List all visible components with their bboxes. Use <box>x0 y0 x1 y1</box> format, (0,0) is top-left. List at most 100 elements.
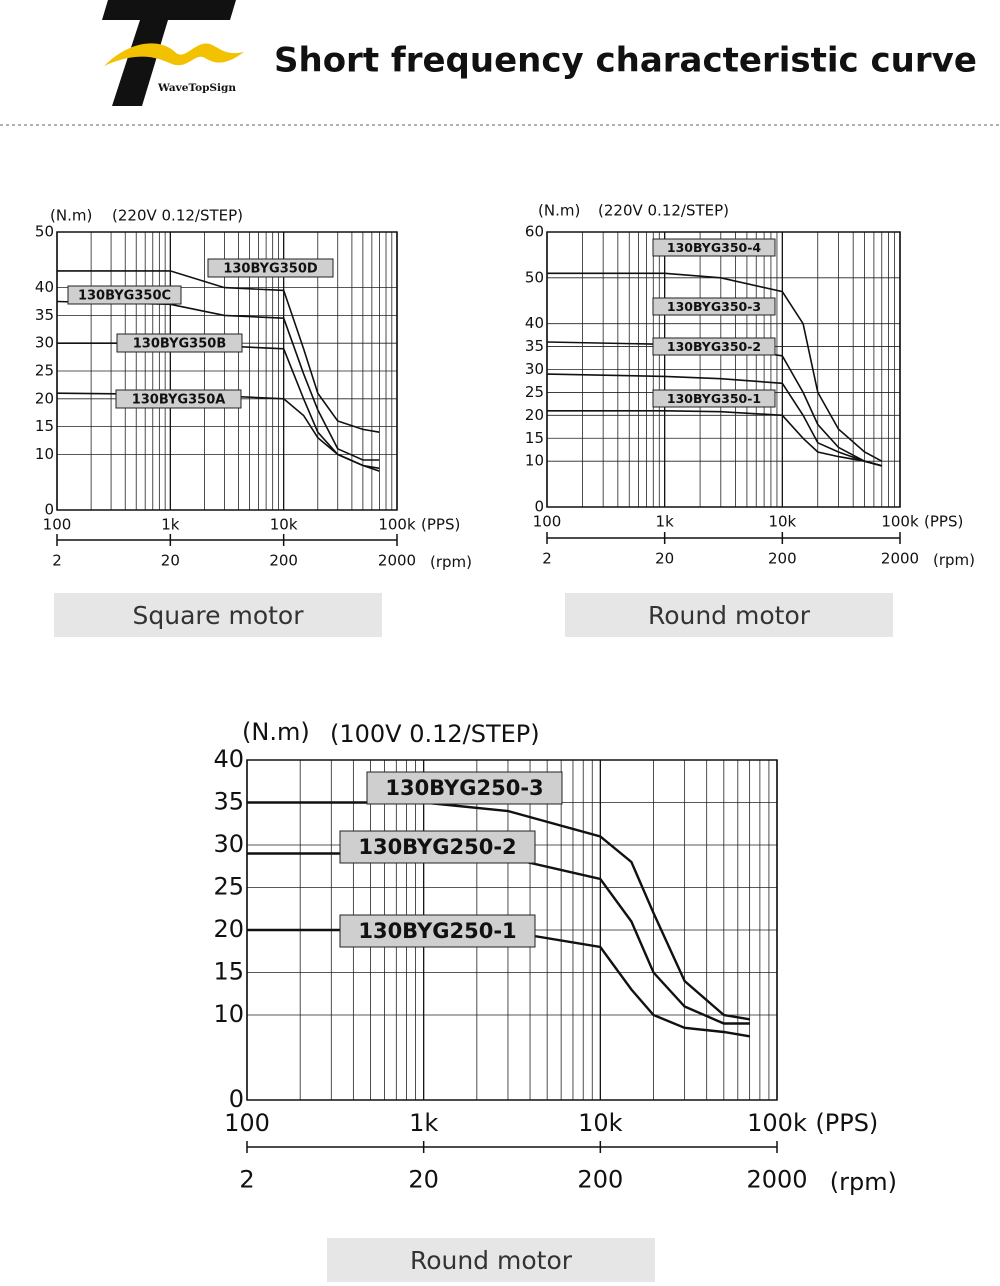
x-tick-label: 100k <box>378 516 416 534</box>
series-label-box <box>67 285 182 305</box>
x-tick-label: 10k <box>270 516 298 534</box>
chart-subtitle: (100V 0.12/STEP) <box>330 720 540 748</box>
x-axis-label: (PPS) <box>815 1109 878 1137</box>
x2-tick-label: 20 <box>655 550 674 568</box>
y-tick-label: 25 <box>35 362 54 380</box>
series-label-box <box>339 830 536 864</box>
y-tick-label: 30 <box>35 334 54 352</box>
x-axis-label: (PPS) <box>421 516 460 534</box>
series-label-box <box>366 771 563 805</box>
y-tick-label: 0 <box>534 498 544 516</box>
logo-text: WaveTopSign <box>157 82 236 94</box>
y-tick-label: 15 <box>35 417 54 435</box>
y-tick-label: 15 <box>213 958 244 986</box>
series-label: 130BYG350-3 <box>667 299 761 314</box>
y-axis-label: (N.m) <box>242 718 310 746</box>
series-label: 130BYG350-4 <box>667 240 762 255</box>
y-tick-label: 10 <box>525 452 544 470</box>
series-label: 130BYG350-1 <box>667 391 761 406</box>
x-tick-label: 100k <box>881 513 919 531</box>
series-label-box <box>116 333 243 353</box>
plot-frame <box>56 231 398 511</box>
y-axis-label: (N.m) <box>50 207 92 225</box>
x-tick-label: 100k <box>747 1109 807 1137</box>
x2-tick-label: 200 <box>577 1166 623 1194</box>
series-label-box <box>652 297 776 316</box>
y-tick-label: 25 <box>213 873 244 901</box>
y-tick-label: 20 <box>525 406 544 424</box>
x-tick-label: 1k <box>161 516 180 534</box>
series-label-box <box>652 389 776 408</box>
x-tick-label: 10k <box>578 1109 623 1137</box>
x-tick-label: 10k <box>768 513 796 531</box>
series-line <box>57 270 380 433</box>
y-tick-label: 40 <box>35 278 54 296</box>
series-label: 130BYG250-3 <box>385 776 543 800</box>
caption-box <box>565 593 893 637</box>
y-tick-label: 50 <box>35 223 54 241</box>
x2-tick-label: 2000 <box>746 1166 807 1194</box>
x-tick-label: 100 <box>43 516 72 534</box>
chart-subtitle: (220V 0.12/STEP) <box>112 207 243 225</box>
y-tick-label: 40 <box>213 745 244 773</box>
series-label-box <box>652 238 776 257</box>
y-tick-label: 10 <box>213 1000 244 1028</box>
logo-mark <box>102 0 236 106</box>
x2-tick-label: 2 <box>542 550 552 568</box>
y-tick-label: 35 <box>525 337 544 355</box>
x2-axis-label: (rpm) <box>933 551 975 569</box>
caption: Round motor <box>410 1246 573 1275</box>
x-tick-label: 100 <box>224 1109 270 1137</box>
series-line <box>546 373 883 467</box>
chart: (N.m) (220V 0.12/STEP) 0 10 15 20 25 30 35 40 50 10… <box>35 207 472 637</box>
y-axis-label: (N.m) <box>538 202 580 220</box>
caption: Square motor <box>133 601 305 630</box>
y-tick-label: 35 <box>213 788 244 816</box>
x-tick-label: 1k <box>656 513 675 531</box>
series-label: 130BYG250-1 <box>358 919 516 943</box>
series-label: 130BYG250-2 <box>358 835 516 859</box>
x2-tick-label: 200 <box>768 550 797 568</box>
y-tick-label: 50 <box>525 268 544 286</box>
y-tick-label: 20 <box>35 389 54 407</box>
caption-box <box>327 1238 655 1282</box>
y-tick-label: 30 <box>525 360 544 378</box>
plot-frame <box>546 231 901 508</box>
caption: Round motor <box>648 601 811 630</box>
chart: (N.m) (220V 0.12/STEP) 0 10 15 20 25 30 35 40 50 60… <box>525 202 975 637</box>
x2-tick-label: 2 <box>239 1166 254 1194</box>
series-line <box>547 410 883 467</box>
x2-axis-label: (rpm) <box>830 1168 897 1196</box>
series-label: 130BYG350B <box>133 337 226 352</box>
y-tick-label: 60 <box>525 223 544 241</box>
y-tick-label: 20 <box>213 915 244 943</box>
series-label: 130BYG350D <box>223 262 318 277</box>
series-label-box <box>207 258 334 278</box>
y-tick-label: 30 <box>213 830 244 858</box>
logo: WaveTopSign <box>102 0 244 106</box>
x-axis-label: (PPS) <box>924 513 963 531</box>
series-label-box <box>115 389 242 409</box>
y-tick-label: 35 <box>35 306 54 324</box>
series-label: 130BYG350C <box>78 289 171 304</box>
page-title: Short frequency characteristic curve <box>274 41 977 81</box>
x-tick-label: 100 <box>533 513 562 531</box>
series-label: 130BYG350A <box>132 393 226 408</box>
chart: (N.m) (100V 0.12/STEP) 0 10 15 20 25 30 35 40 100 1… <box>213 718 897 1282</box>
chart-subtitle: (220V 0.12/STEP) <box>598 202 729 220</box>
x2-tick-label: 2000 <box>881 550 919 568</box>
y-tick-label: 10 <box>35 445 54 463</box>
series-line <box>547 272 883 462</box>
x2-tick-label: 200 <box>269 552 298 570</box>
x2-tick-label: 2 <box>52 552 62 570</box>
series-label-box <box>339 914 536 948</box>
logo-swoosh <box>104 43 244 66</box>
x2-tick-label: 2000 <box>378 552 416 570</box>
x-tick-label: 1k <box>409 1109 438 1137</box>
y-tick-label: 40 <box>525 314 544 332</box>
x2-tick-label: 20 <box>408 1166 439 1194</box>
y-tick-label: 0 <box>229 1085 244 1113</box>
series-line <box>247 801 750 1021</box>
